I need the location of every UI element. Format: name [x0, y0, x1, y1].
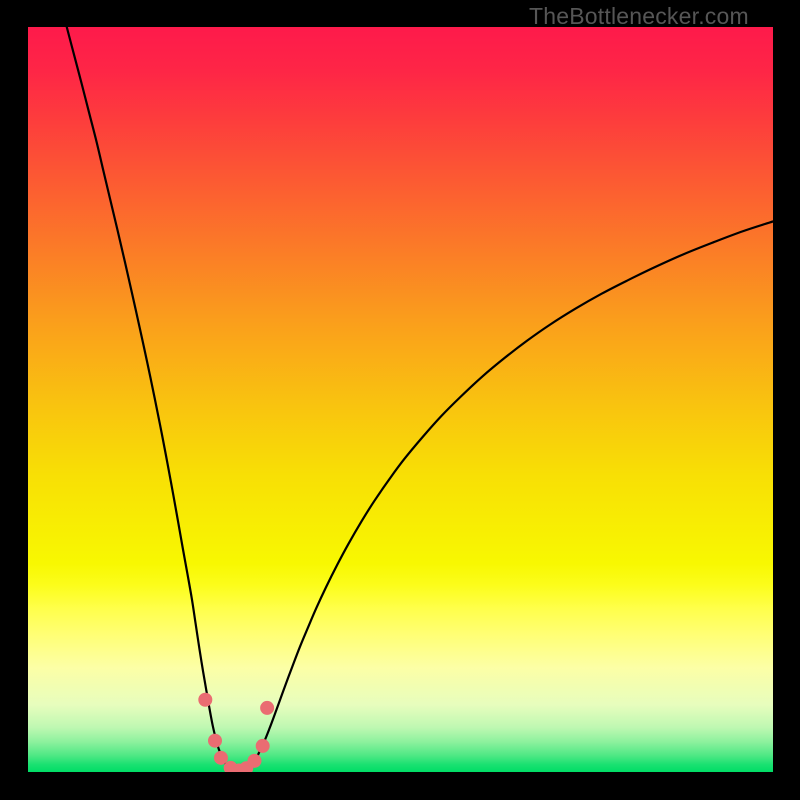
chart-frame: TheBottlenecker.com	[0, 0, 800, 800]
bottleneck-curve	[67, 27, 773, 772]
data-marker	[209, 734, 222, 747]
data-marker	[256, 739, 269, 752]
watermark-text: TheBottlenecker.com	[529, 3, 749, 30]
data-marker	[261, 701, 274, 714]
data-marker	[248, 754, 261, 767]
data-marker	[199, 693, 212, 706]
chart-svg	[0, 0, 800, 800]
data-marker	[214, 751, 227, 764]
